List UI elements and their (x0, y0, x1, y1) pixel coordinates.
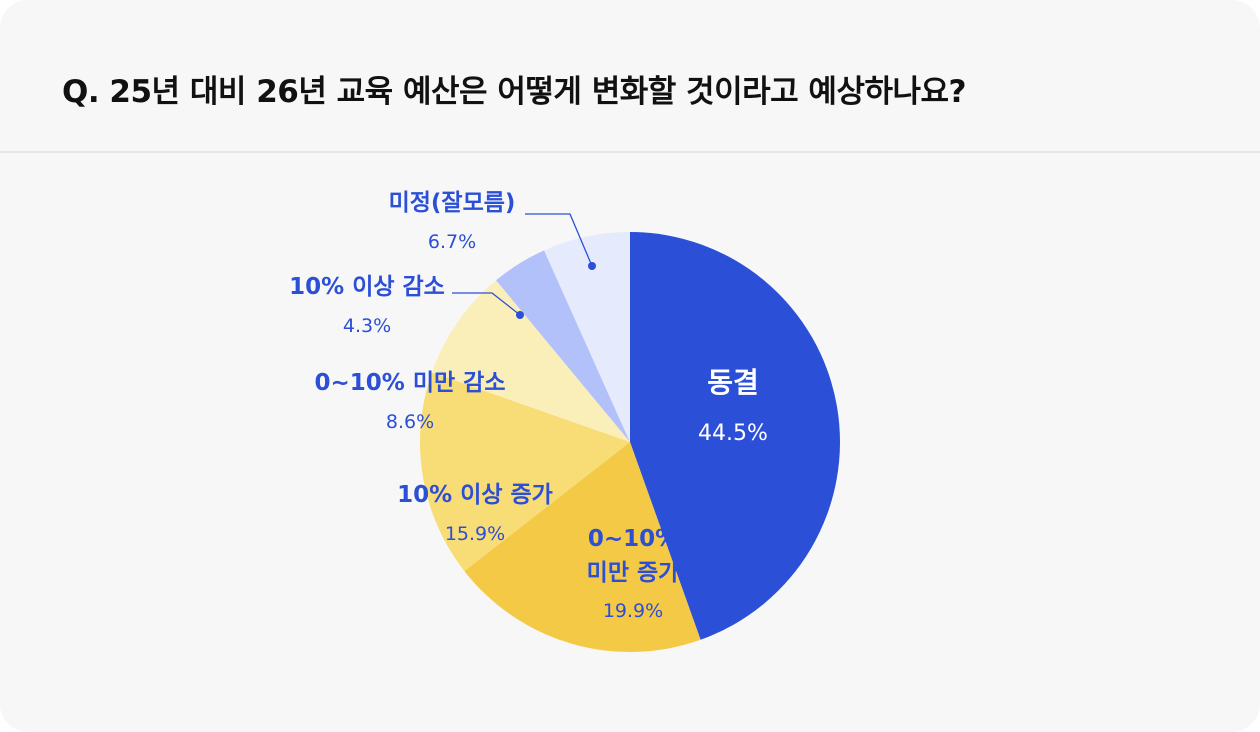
pie-slice (464, 442, 701, 652)
slice-label: 동결 (707, 366, 759, 399)
pie-slice (431, 280, 630, 442)
pie-slice (544, 232, 630, 442)
slice-value: 19.9% (603, 600, 663, 622)
leader-line (452, 292, 521, 316)
leader-dot (588, 262, 596, 270)
pie-slice (496, 250, 630, 442)
leader-line (525, 213, 593, 267)
slice-value: 6.7% (428, 231, 476, 253)
slice-label: 10% 이상 감소 (289, 274, 445, 300)
slice-value: 44.5% (698, 421, 768, 446)
leader-dot (516, 311, 524, 319)
slice-value: 8.6% (386, 411, 434, 433)
slice-label: 10% 이상 증가 (397, 482, 553, 508)
pie-slice (420, 372, 630, 572)
pie-slice (630, 232, 840, 640)
slice-label: 0~10% 미만 증가 (587, 526, 680, 586)
slice-label: 미정(잘모름) (389, 190, 516, 216)
slice-value: 4.3% (343, 315, 391, 337)
slice-label: 0~10% 미만 감소 (315, 370, 506, 396)
chart-title: Q. 25년 대비 26년 교육 예산은 어떻게 변화할 것이라고 예상하나요? (62, 74, 967, 110)
slice-value: 15.9% (445, 523, 505, 545)
question-header: Q. 25년 대비 26년 교육 예산은 어떻게 변화할 것이라고 예상하나요? (0, 0, 1260, 153)
